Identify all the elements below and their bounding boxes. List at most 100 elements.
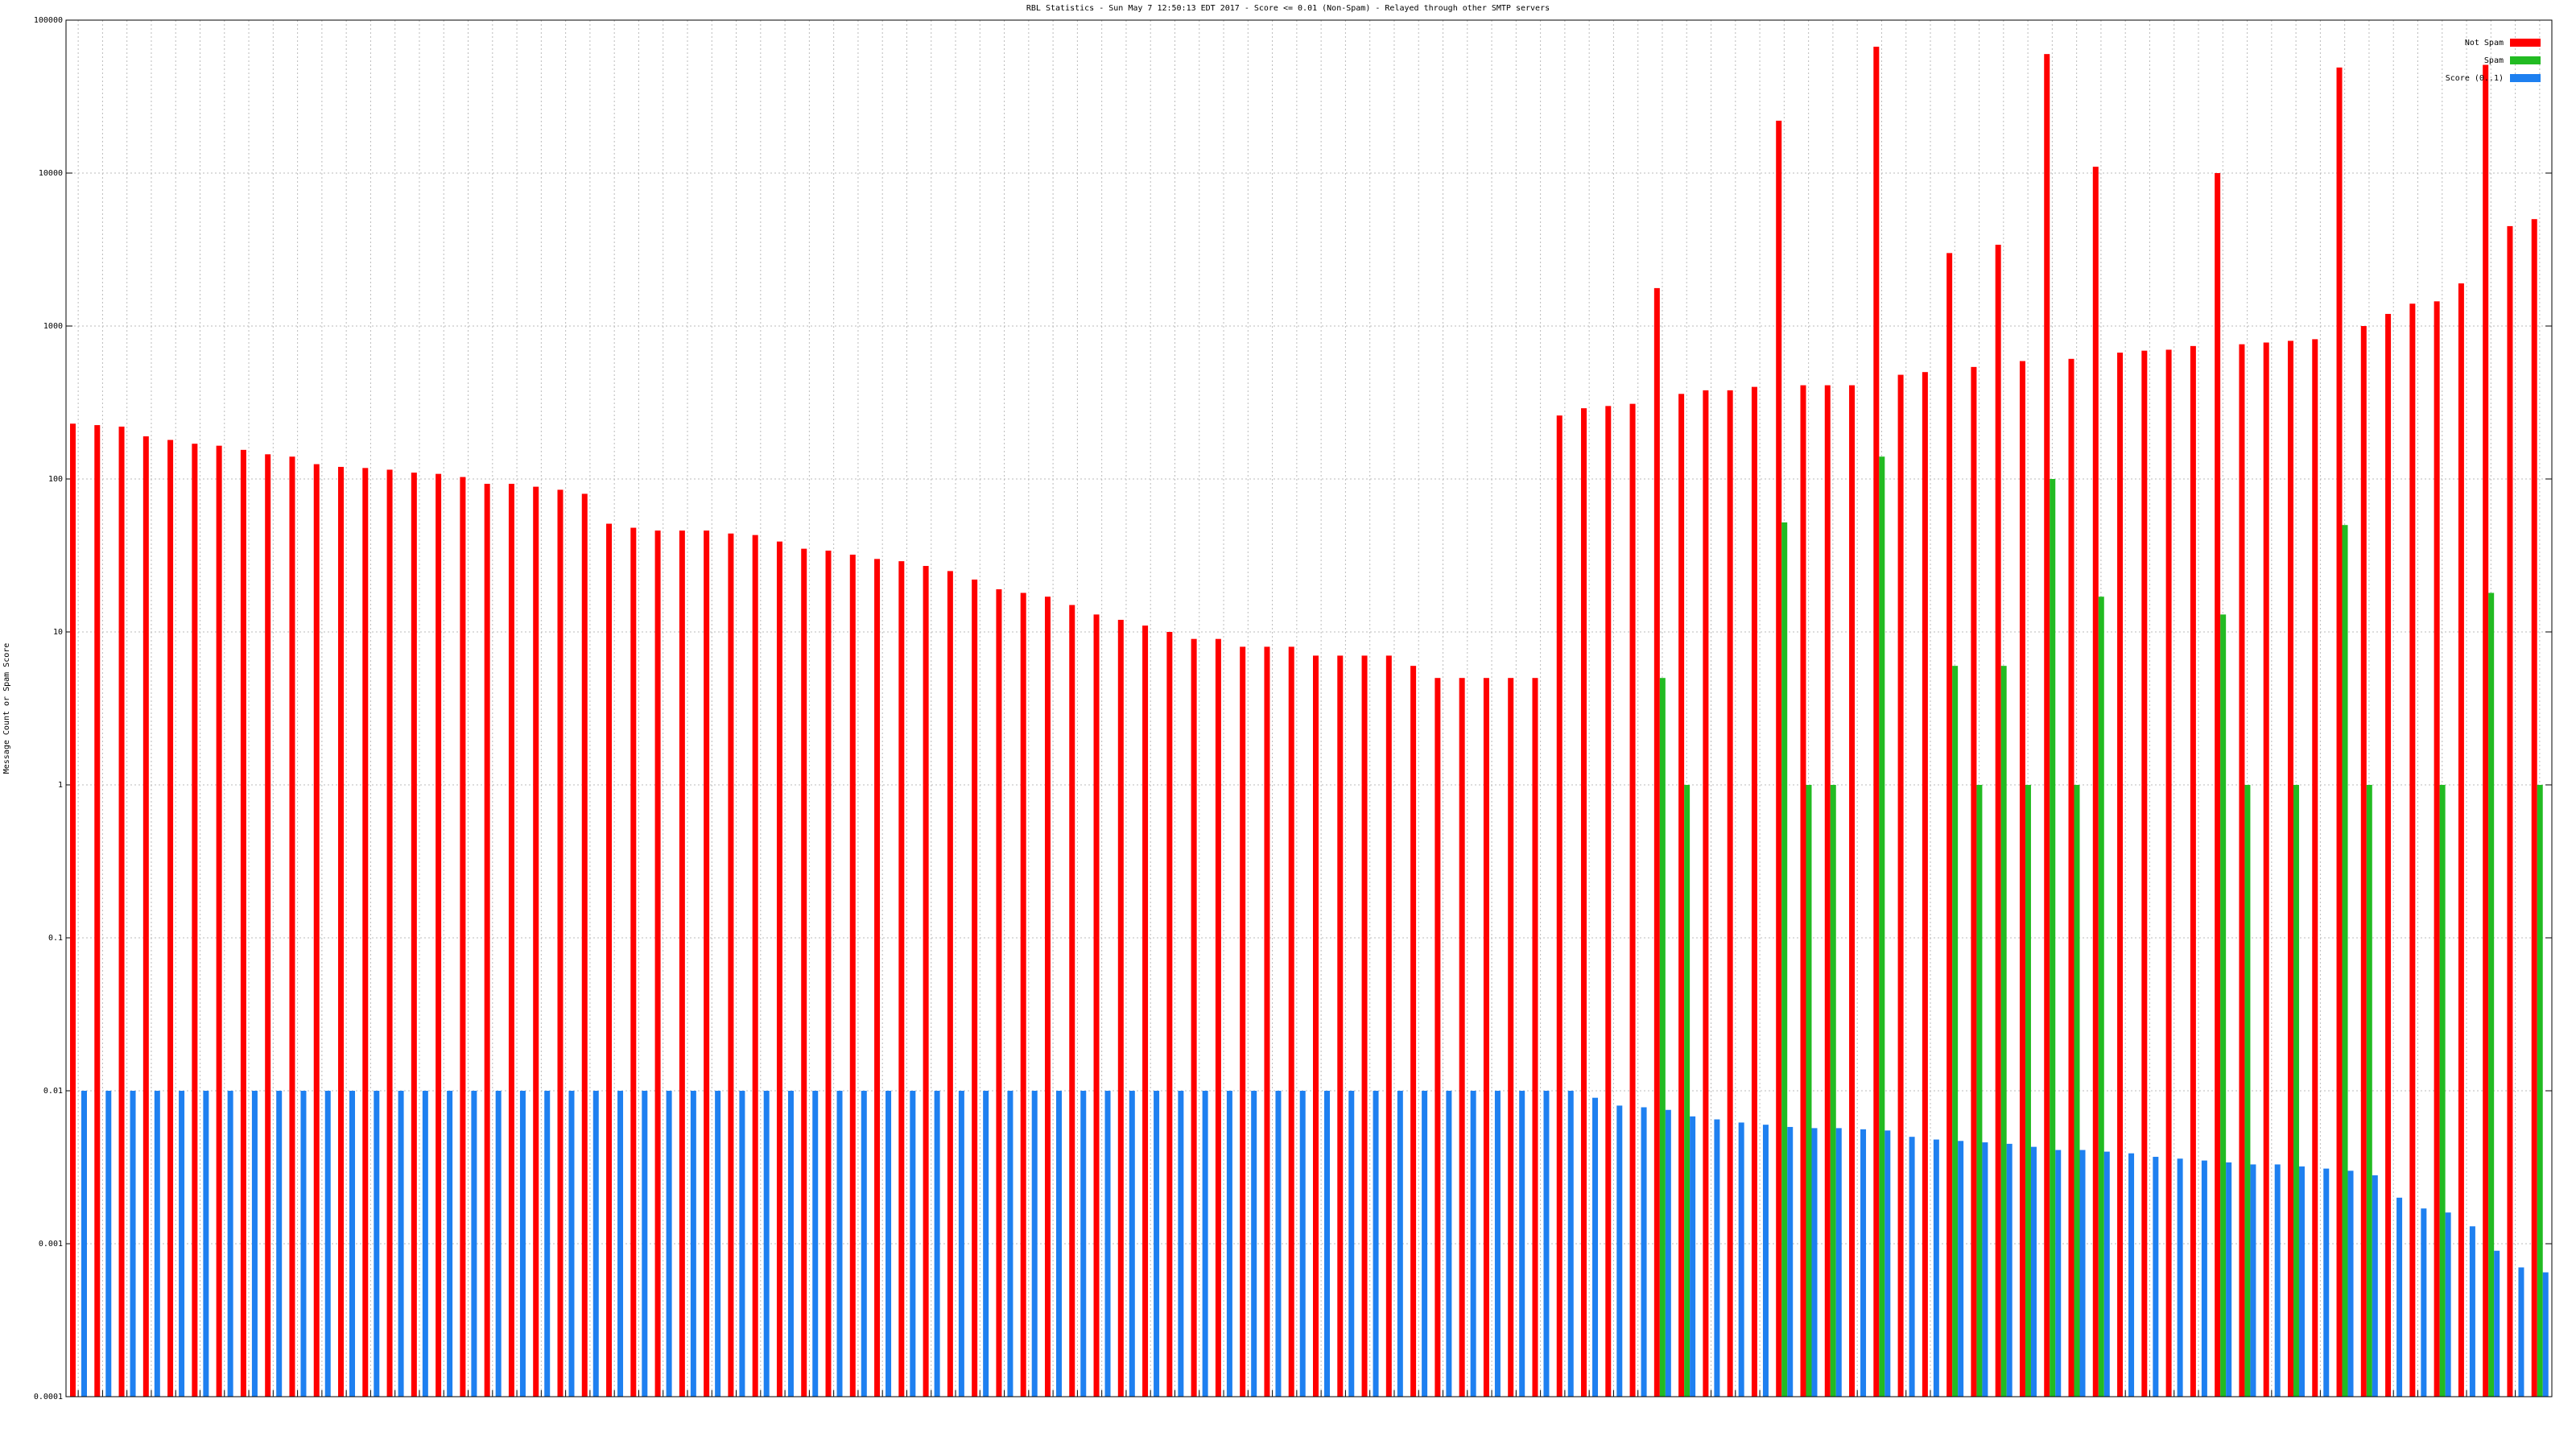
bar <box>1385 655 1392 1397</box>
bar <box>94 425 101 1397</box>
y-tick-label: 0.1 <box>48 934 63 943</box>
bar <box>2439 785 2446 1397</box>
bar <box>1806 785 1812 1397</box>
y-tick-label: 0.001 <box>39 1240 63 1249</box>
bar <box>216 445 222 1397</box>
bar <box>2128 1153 2135 1397</box>
bar <box>849 555 856 1397</box>
bar <box>617 1091 624 1397</box>
bar <box>2287 341 2293 1397</box>
bar <box>1251 1091 1257 1397</box>
bar <box>1885 1130 1891 1397</box>
bar <box>1373 1091 1379 1397</box>
bar <box>2244 785 2251 1397</box>
bar <box>398 1091 404 1397</box>
bar <box>1714 1119 1720 1397</box>
bar <box>2372 1175 2378 1397</box>
bar <box>1435 678 1441 1397</box>
bar <box>81 1091 87 1397</box>
bar <box>289 456 295 1397</box>
bar <box>1835 1128 1842 1397</box>
chart-title: RBL Statistics - Sun May 7 12:50:13 EDT … <box>1026 4 1550 13</box>
legend-label: Spam <box>2484 56 2504 65</box>
bar <box>958 1091 964 1397</box>
bar <box>1459 678 1465 1397</box>
bar <box>1215 638 1221 1397</box>
legend-label: Not Spam <box>2465 39 2504 47</box>
bar <box>1897 374 1904 1397</box>
bar <box>923 566 929 1397</box>
y-tick-label: 0.01 <box>43 1087 63 1096</box>
bar <box>1166 632 1173 1397</box>
bar <box>460 477 466 1397</box>
bar <box>374 1091 380 1397</box>
bar <box>1348 1091 1355 1397</box>
bar <box>1811 1128 1818 1397</box>
bar <box>825 551 832 1397</box>
bar <box>1678 394 1685 1397</box>
bar <box>1946 253 1953 1397</box>
bar <box>1653 287 1660 1397</box>
bar <box>996 589 1002 1397</box>
bar <box>1044 597 1051 1397</box>
bar <box>1117 619 1124 1397</box>
bar <box>2025 785 2031 1397</box>
bar <box>1995 245 2001 1397</box>
bar <box>1240 646 1246 1397</box>
bar <box>1690 1116 1696 1397</box>
bar <box>1288 646 1294 1397</box>
bar <box>2030 1146 2037 1397</box>
bar <box>557 489 564 1397</box>
bar <box>2141 350 2148 1397</box>
bar <box>1933 1139 1939 1397</box>
bar <box>2518 1267 2524 1397</box>
bar <box>836 1091 843 1397</box>
bar <box>2050 479 2056 1397</box>
bar <box>2250 1164 2256 1397</box>
bar <box>2494 1250 2500 1397</box>
bar <box>2079 1150 2086 1397</box>
bar <box>715 1091 721 1397</box>
bar <box>2177 1158 2183 1397</box>
bar <box>251 1091 258 1397</box>
bar <box>2074 785 2080 1397</box>
bar <box>2323 1168 2330 1397</box>
bar <box>861 1091 867 1397</box>
bar <box>2342 525 2348 1397</box>
bar <box>1093 614 1100 1397</box>
bar <box>2153 1157 2159 1397</box>
bar <box>154 1091 160 1397</box>
bar <box>1922 372 1928 1397</box>
bar <box>886 1091 892 1397</box>
bar <box>118 426 125 1397</box>
bar <box>362 468 369 1397</box>
bar <box>1446 1091 1452 1397</box>
bar <box>1781 522 1788 1397</box>
bar <box>1361 655 1368 1397</box>
bar <box>654 530 661 1397</box>
bar <box>544 1091 551 1397</box>
bar <box>2263 342 2269 1397</box>
bar <box>776 541 782 1397</box>
bar <box>1069 605 1075 1397</box>
bar <box>240 449 246 1397</box>
bar <box>1007 1091 1013 1397</box>
bar <box>1976 785 1983 1397</box>
bar <box>105 1091 112 1397</box>
bar <box>2469 1226 2475 1397</box>
bar <box>471 1091 477 1397</box>
bar <box>484 483 490 1397</box>
bar <box>1129 1091 1135 1397</box>
legend-swatch <box>2510 56 2541 64</box>
bar <box>2483 64 2489 1397</box>
bar <box>2274 1164 2281 1397</box>
bar <box>2293 785 2299 1397</box>
bar <box>2044 54 2050 1397</box>
bar <box>1080 1091 1087 1397</box>
bar <box>1519 1091 1525 1397</box>
y-tick-label: 1000 <box>43 322 63 331</box>
bar <box>1202 1091 1208 1397</box>
bar <box>2226 1162 2232 1397</box>
bar <box>300 1091 307 1397</box>
bar <box>2336 67 2343 1397</box>
